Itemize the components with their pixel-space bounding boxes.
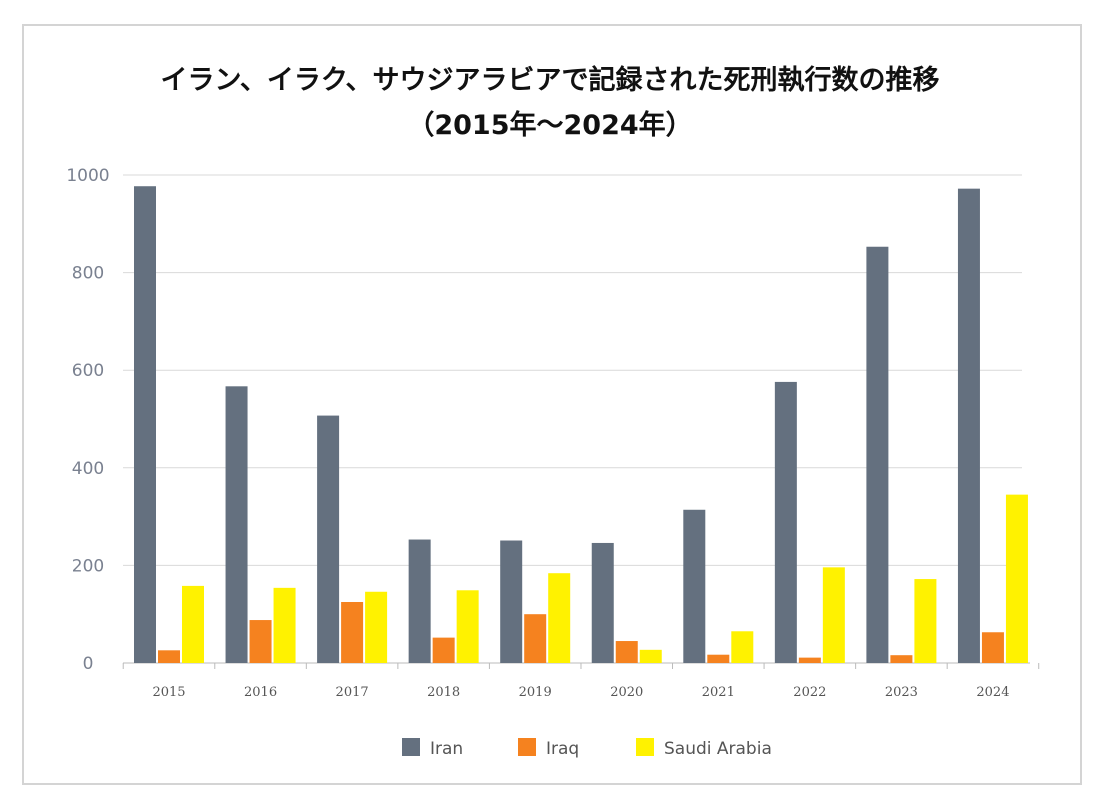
y-tick-label: 600 bbox=[72, 361, 104, 381]
x-tick-label: 2020 bbox=[610, 685, 643, 700]
bar-iraq-2015 bbox=[158, 650, 180, 663]
bar-saudi-arabia-2024 bbox=[1005, 494, 1028, 663]
y-tick-label: 1000 bbox=[66, 166, 109, 186]
x-tick-label: 2015 bbox=[152, 685, 185, 700]
x-tick-label: 2024 bbox=[976, 685, 1009, 700]
bar-saudi-arabia-2017 bbox=[365, 591, 388, 663]
bar-iraq-2019 bbox=[524, 614, 547, 663]
y-tick-label: 800 bbox=[72, 264, 104, 284]
bar-iraq-2018 bbox=[432, 637, 455, 663]
bar-iraq-2017 bbox=[341, 602, 364, 663]
bar-iran-2015 bbox=[134, 186, 156, 663]
x-tick-label: 2021 bbox=[702, 685, 735, 700]
bar-iraq-2023 bbox=[890, 655, 913, 663]
x-tick-label: 2017 bbox=[336, 685, 369, 700]
bar-iraq-2021 bbox=[707, 654, 730, 663]
bar-iran-2017 bbox=[317, 415, 340, 663]
bar-iran-2023 bbox=[866, 246, 889, 663]
bar-iraq-2024 bbox=[981, 632, 1004, 663]
bar-iran-2019 bbox=[500, 540, 523, 663]
legend-label: Saudi Arabia bbox=[664, 739, 772, 759]
legend-swatch-iraq bbox=[518, 738, 536, 756]
bar-saudi-arabia-2019 bbox=[548, 573, 571, 663]
y-tick-label: 0 bbox=[83, 654, 94, 674]
bar-iran-2020 bbox=[591, 542, 614, 663]
bar-iraq-2022 bbox=[798, 657, 821, 663]
bar-saudi-arabia-2016 bbox=[273, 587, 296, 663]
x-tick-label: 2018 bbox=[427, 685, 460, 700]
bar-iran-2018 bbox=[408, 539, 431, 663]
bar-iran-2021 bbox=[683, 509, 706, 663]
bar-saudi-arabia-2023 bbox=[914, 579, 937, 663]
bar-saudi-arabia-2021 bbox=[731, 631, 754, 663]
bar-saudi-arabia-2020 bbox=[639, 649, 662, 663]
chart-subtitle: （2015年～2024年） bbox=[407, 110, 693, 141]
chart-frame bbox=[22, 24, 1082, 785]
x-tick-label: 2023 bbox=[885, 685, 918, 700]
bar-iraq-2016 bbox=[249, 620, 272, 663]
x-tick-label: 2019 bbox=[519, 685, 552, 700]
legend-swatch-iran bbox=[402, 738, 420, 756]
bar-iran-2016 bbox=[225, 386, 248, 663]
chart-title: イラン、イラク、サウジアラビアで記録された死刑執行数の推移 bbox=[160, 65, 940, 96]
bar-iran-2024 bbox=[957, 188, 980, 663]
bar-saudi-arabia-2022 bbox=[822, 567, 845, 663]
bar-saudi-arabia-2015 bbox=[182, 585, 204, 663]
legend-swatch-saudi-arabia bbox=[636, 738, 654, 756]
y-tick-label: 400 bbox=[72, 459, 104, 479]
legend-label: Iraq bbox=[546, 739, 579, 759]
bar-iran-2022 bbox=[774, 381, 797, 663]
legend-label: Iran bbox=[430, 739, 463, 759]
bar-saudi-arabia-2018 bbox=[456, 590, 479, 663]
x-tick-label: 2022 bbox=[793, 685, 826, 700]
y-tick-label: 200 bbox=[72, 556, 104, 576]
x-tick-label: 2016 bbox=[244, 685, 277, 700]
bar-iraq-2020 bbox=[615, 641, 638, 663]
